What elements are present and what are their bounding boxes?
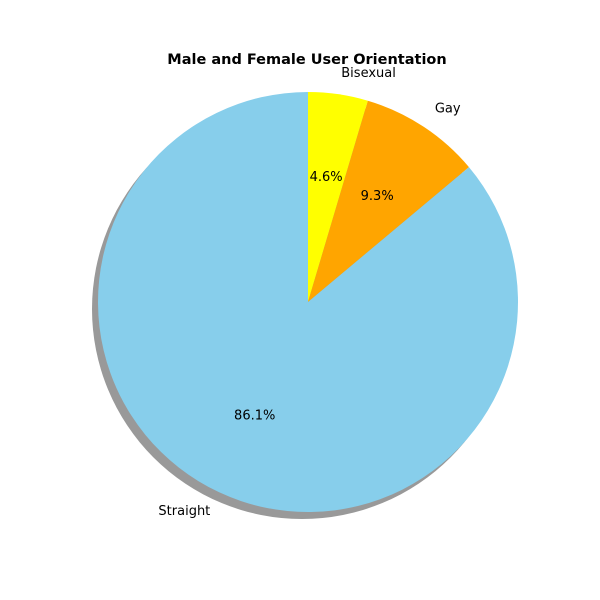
- slice-percent-gay: 9.3%: [361, 189, 394, 204]
- pie-slice-gay: [308, 100, 469, 303]
- pie-slice-bisexual: [308, 92, 368, 302]
- slice-label-gay: Gay: [435, 101, 461, 116]
- slice-label-bisexual: Bisexual: [341, 66, 396, 81]
- slice-percent-straight: 86.1%: [234, 409, 275, 424]
- chart-title: Male and Female User Orientation: [167, 52, 446, 68]
- pie-slices: [98, 92, 518, 512]
- pie-slice-straight: [98, 92, 518, 512]
- slice-percent-bisexual: 4.6%: [310, 170, 343, 185]
- pie-labels: Bisexual 4.6% Gay 9.3% Straight 86.1%: [158, 66, 460, 519]
- slice-label-straight: Straight: [158, 504, 210, 519]
